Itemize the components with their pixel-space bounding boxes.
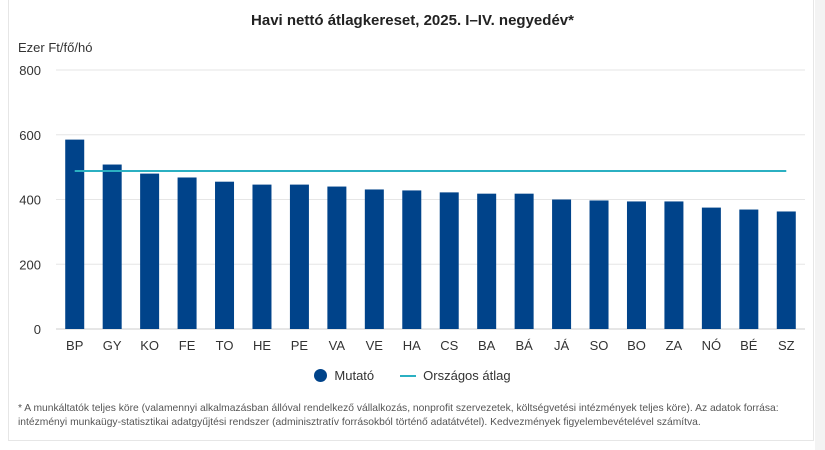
bar-PE xyxy=(289,184,309,329)
bar-TO xyxy=(215,181,235,329)
y-tick-label: 0 xyxy=(34,322,41,337)
chart-title: Havi nettó átlagkereset, 2025. I–IV. neg… xyxy=(251,12,574,29)
footnote: * A munkáltatók teljes köre (valamennyi … xyxy=(18,403,779,428)
bar-KO xyxy=(140,173,160,329)
x-tick-label: ZA xyxy=(666,338,683,353)
legend-item-line[interactable]: Országos átlag xyxy=(400,368,511,383)
bar-VE xyxy=(364,189,384,329)
legend-line-icon xyxy=(400,374,417,377)
chart-plot: 0 200 400 600 800 BP GY KO FE TO HE PE VA VE HA CS BA BÁ J… xyxy=(19,63,805,353)
bar-BÁ xyxy=(514,193,534,329)
x-tick-label: BÁ xyxy=(515,338,533,353)
bar-SZ xyxy=(776,211,796,329)
x-tick-label: VE xyxy=(366,338,384,353)
legend-dot-icon xyxy=(314,369,328,382)
x-tick-label: BO xyxy=(627,338,646,353)
x-tick-label: SO xyxy=(590,338,609,353)
x-tick-label: HE xyxy=(253,338,271,353)
scrollbar[interactable] xyxy=(815,0,825,450)
x-tick-label: HA xyxy=(403,338,421,353)
y-tick-label: 800 xyxy=(19,63,41,78)
bar-FE xyxy=(177,177,197,329)
bar-BO xyxy=(626,201,646,329)
y-tick-label: 200 xyxy=(19,257,41,272)
bar-VA xyxy=(327,186,347,329)
x-tick-label: SZ xyxy=(778,338,795,353)
bar-BP xyxy=(65,139,85,329)
x-tick-label: JÁ xyxy=(554,338,570,353)
x-tick-label: FE xyxy=(179,338,196,353)
bar-GY xyxy=(102,164,122,329)
x-tick-label: CS xyxy=(440,338,458,353)
y-axis-label: Ezer Ft/fő/hó xyxy=(18,40,93,55)
x-tick-label: VA xyxy=(329,338,346,353)
bar-BÉ xyxy=(739,209,759,329)
bar-CS xyxy=(439,192,459,329)
chart-frame xyxy=(8,0,814,441)
y-tick-label: 600 xyxy=(19,128,41,143)
bar-ZA xyxy=(664,201,684,329)
bar-SO xyxy=(589,200,609,329)
bar-NÓ xyxy=(701,207,721,329)
bar-HA xyxy=(402,190,422,329)
legend-label: Mutató xyxy=(334,368,375,383)
legend: Mutató Országos átlag xyxy=(0,368,825,383)
x-tick-label: PE xyxy=(291,338,309,353)
x-tick-label: BP xyxy=(66,338,83,353)
legend-label: Országos átlag xyxy=(423,368,511,383)
legend-item-bars[interactable]: Mutató xyxy=(314,368,374,383)
y-tick-label: 400 xyxy=(19,193,41,208)
x-tick-label: GY xyxy=(103,338,122,353)
x-tick-label: NÓ xyxy=(702,338,722,353)
bar-JÁ xyxy=(552,199,572,329)
x-tick-label: BÉ xyxy=(740,338,758,353)
x-tick-label: BA xyxy=(478,338,496,353)
bar-BA xyxy=(477,193,497,329)
x-tick-label: TO xyxy=(216,338,234,353)
x-tick-label: KO xyxy=(140,338,159,353)
bar-HE xyxy=(252,184,272,329)
